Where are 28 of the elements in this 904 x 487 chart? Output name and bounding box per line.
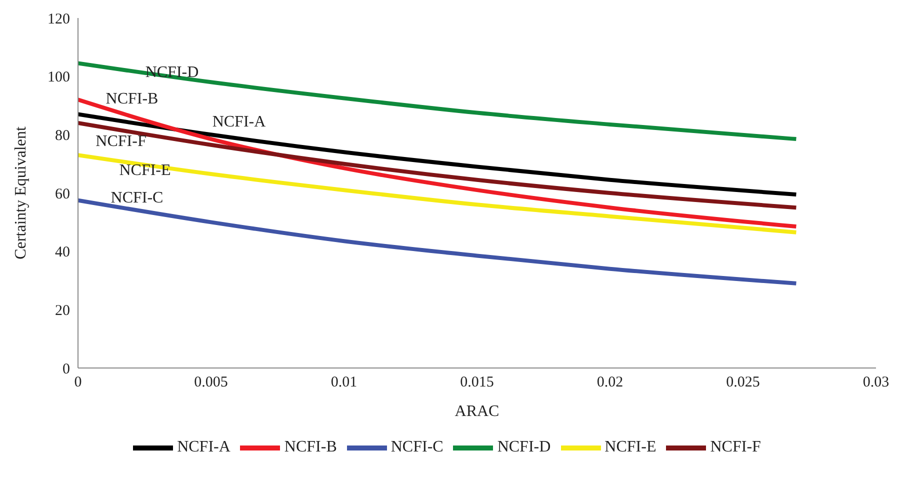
text: NCFI-B — [106, 90, 158, 108]
y-tick-label: 120 — [48, 11, 70, 28]
text: NCFI-F — [96, 133, 146, 150]
x-tick-label: 0.025 — [726, 374, 760, 391]
x-tick-label: 0.03 — [862, 374, 890, 391]
x-tick-label: 0.005 — [194, 374, 228, 391]
y-tick-label: 40 — [55, 244, 70, 261]
line-series — [78, 153, 798, 234]
legend-label: NCFI-C — [390, 438, 444, 456]
y-tick-label: 0 — [62, 361, 70, 378]
y-tick-label: 20 — [55, 302, 70, 319]
x-tick-label: 0.01 — [330, 374, 358, 391]
y-tick-label: 60 — [55, 186, 70, 202]
x-tick-label: 0.02 — [596, 374, 624, 391]
legend-label: NCFI-F — [710, 438, 761, 456]
x-tick-label: 0 — [74, 374, 82, 391]
text: NCFI-E — [119, 162, 171, 180]
y-tick-label: 100 — [48, 70, 70, 86]
x-axis-title: ARAC — [454, 403, 500, 420]
y-tick-label: 80 — [55, 128, 70, 144]
legend-label: NCFI-A — [177, 438, 230, 456]
text: NCFI-C — [110, 189, 164, 206]
x-tick-label: 0.015 — [460, 374, 494, 391]
y-axis-title: Certainty Equivalent — [12, 126, 30, 260]
legend-label: NCFI-B — [284, 438, 337, 456]
text: NCFI-A — [212, 113, 266, 130]
legend-label: NCFI-E — [604, 438, 656, 456]
legend-label: NCFI-D — [497, 438, 551, 456]
